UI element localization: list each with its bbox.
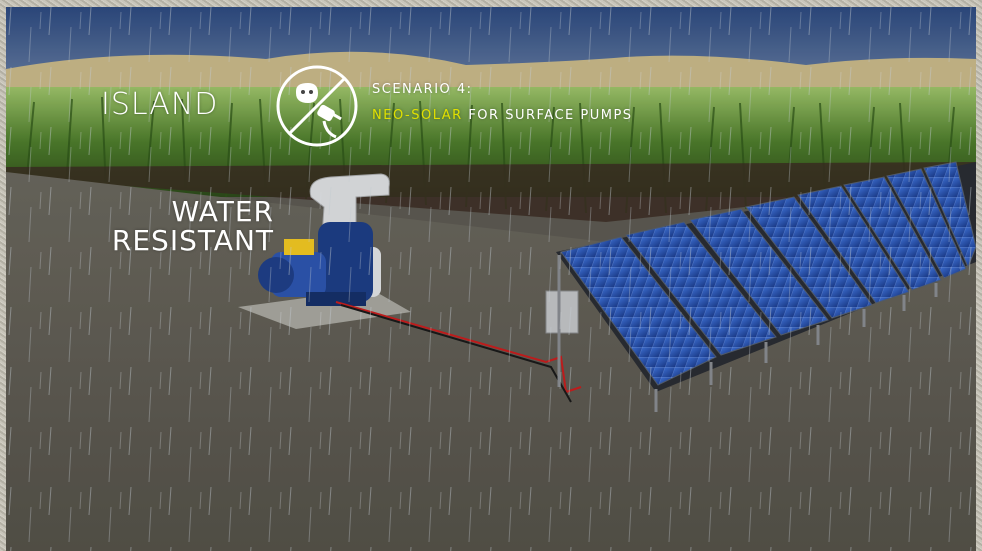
feature-label: WATER RESISTANT [56,197,274,255]
scene-illustration [6,7,976,551]
mode-label: ISLAND [101,87,219,122]
product-name: NEO-SOLAR [372,108,463,123]
no-grid-plug-icon [274,63,360,149]
rain-streaks [6,7,976,551]
scenario-title: NEO-SOLAR FOR SURFACE PUMPS [372,108,633,123]
farm-scene: ISLAND SCENARIO 4: NEO-SOLAR FOR SURFACE… [6,7,976,551]
feature-line-1: WATER [171,195,274,228]
scenario-description: FOR SURFACE PUMPS [462,108,633,123]
scenario-label: SCENARIO 4: [372,82,473,97]
feature-line-2: RESISTANT [111,224,274,257]
